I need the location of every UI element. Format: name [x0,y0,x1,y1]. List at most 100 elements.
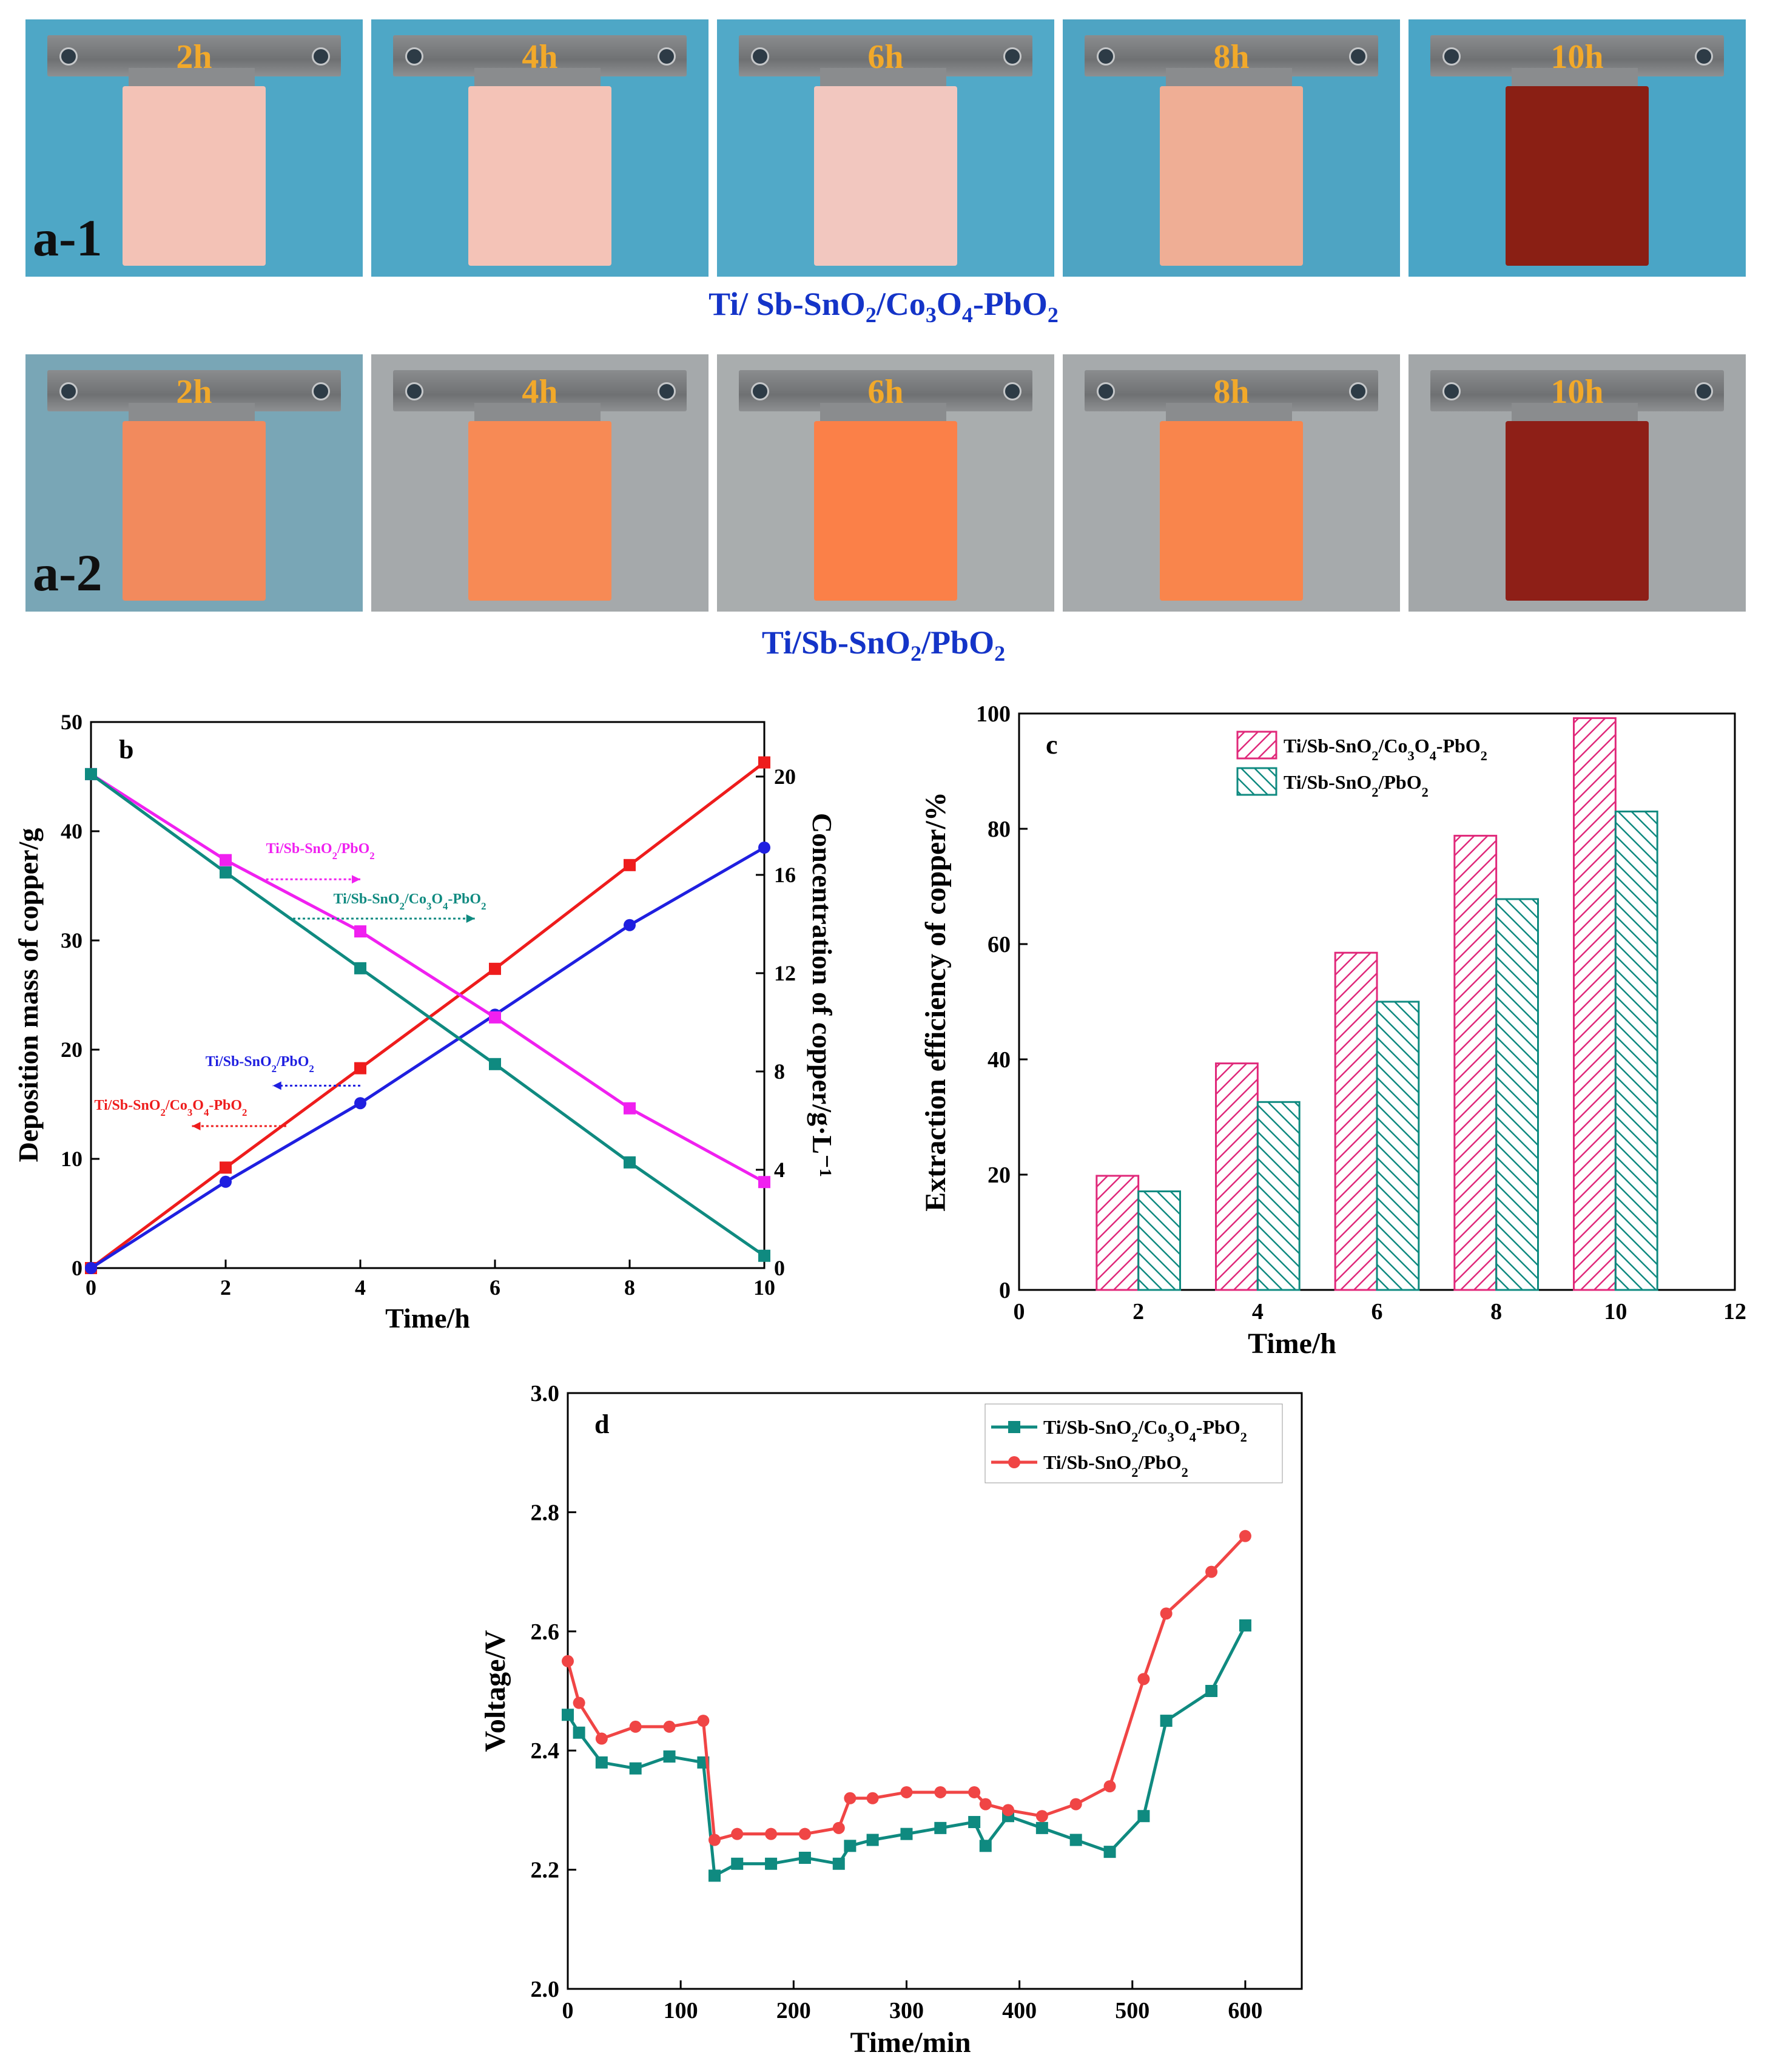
data-point [624,1102,636,1115]
legend-swatch [1236,767,1277,796]
data-point [979,1840,992,1852]
x-tick-label: 400 [1002,1998,1037,2023]
y2-tick-label: 4 [774,1158,785,1182]
data-point [866,1792,879,1804]
data-point [220,1161,232,1174]
data-point [354,1097,366,1110]
y2-tick-label: 0 [774,1256,785,1280]
y-axis-label: Extraction efficiency of copper/% [920,792,952,1212]
electrode-plate [468,86,611,266]
time-label: 4h [522,38,558,76]
data-point [1160,1607,1173,1620]
data-point [629,1720,642,1733]
data-point [489,1058,501,1070]
data-point [798,1827,811,1840]
time-label: 10h [1550,38,1604,76]
x-tick-label: 12 [1723,1299,1746,1325]
data-point [595,1756,608,1769]
data-point [1035,1821,1048,1834]
annotation-label: Ti/Sb-SnO2/Co3O4-PbO2 [95,1098,247,1118]
y-tick-label: 0 [999,1278,1011,1303]
panel-label-a2: a-2 [33,544,103,602]
bar [1614,811,1658,1291]
bar [1334,951,1378,1291]
legend-marker [1008,1456,1020,1468]
legend-box [984,1403,1283,1483]
series-line [85,768,770,1189]
y-tick-label: 40 [61,819,82,843]
electrode-photo: 6h [717,19,1054,277]
data-point [354,925,366,938]
time-label: 4h [522,373,558,411]
data-point [1069,1834,1082,1846]
x-tick-label: 10 [753,1275,775,1300]
y-tick-label: 2.0 [531,1977,560,2002]
data-point [573,1726,585,1739]
x-tick-label: 0 [86,1275,96,1300]
legend: Ti/Sb-SnO2/Co3O4-PbO2 Ti/Sb-SnO2/PbO2 [1236,731,1487,800]
plot-frame [567,1392,1303,1990]
electrode-photo: 2h a-1 [25,19,363,277]
data-point [220,1175,232,1188]
data-point [624,919,636,931]
data-point [866,1834,879,1846]
electrode-photo: 8h [1063,354,1400,612]
y-tick-label: 80 [988,817,1011,842]
legend: Ti/Sb-SnO2/Co3O4-PbO2 Ti/Sb-SnO2/PbO2 [984,1403,1283,1483]
data-point [562,1709,574,1721]
data-point [85,1262,97,1274]
electrode-photo: 10h [1409,354,1746,612]
time-label: 8h [1213,38,1250,76]
legend-label: Ti/Sb-SnO2/PbO2 [1284,771,1429,800]
electrode-photo: 4h [371,19,708,277]
data-point [1069,1798,1082,1810]
y-axis-label: Voltage/V [479,1630,511,1752]
bar [1256,1101,1301,1291]
electrode-plate [1160,86,1303,266]
x-tick-label: 0 [1014,1299,1025,1325]
electrode-photo: 8h [1063,19,1400,277]
electrode-photo: 2h a-2 [25,354,363,612]
plot-frame [90,721,766,1269]
series-path [90,772,766,1257]
electrode-plate [123,421,266,601]
bar-series [1096,717,1617,1291]
electrode-plate [1506,86,1649,266]
panel-label-a1: a-1 [33,209,103,267]
y-tick-label: 30 [61,928,82,953]
annotation-label: Ti/Sb-SnO2/PbO2 [206,1054,314,1075]
data-point [85,768,97,780]
legend-label: Ti/Sb-SnO2/Co3O4-PbO2 [1043,1416,1247,1445]
x-tick-label: 10 [1604,1299,1627,1325]
bar [1495,898,1540,1291]
y2-tick-label: 12 [774,961,796,985]
panel-label-c: c [1046,730,1058,760]
arrow-head [192,1122,201,1130]
data-point [1205,1565,1218,1578]
x-tick-label: 200 [776,1998,811,2023]
data-point [595,1732,608,1745]
x-tick-label: 6 [1372,1299,1383,1325]
data-point [731,1827,744,1840]
data-point [765,1827,778,1840]
data-point [697,1715,710,1727]
annotation-label: Ti/Sb-SnO2/Co3O4-PbO2 [334,891,486,912]
data-point [844,1840,857,1852]
data-point [1160,1715,1173,1727]
y-tick-label: 2.6 [531,1619,560,1645]
electrode-plate [123,86,266,266]
arrow-head [352,875,360,884]
y-tick-label: 40 [988,1047,1011,1073]
time-label: 10h [1550,373,1604,411]
series-line [562,1530,1251,1846]
bar [1376,1001,1420,1291]
x-tick-label: 100 [664,1998,698,2023]
electrode-photo: 6h [717,354,1054,612]
data-point [1239,1530,1251,1542]
time-label: 6h [867,373,904,411]
photo-row-a1: 2h a-1 4h 6h 8h 10h [25,19,1746,277]
y-tick-label: 60 [988,932,1011,957]
caption-row-a2: Ti/Sb-SnO2/PbO2 [761,624,1006,666]
x-axis-label: Time/h [1248,1328,1336,1360]
chart-c: 0 2 4 6 8 10 12 0 20 40 60 80 100 Time/h Extraction ef… [920,701,1746,1360]
